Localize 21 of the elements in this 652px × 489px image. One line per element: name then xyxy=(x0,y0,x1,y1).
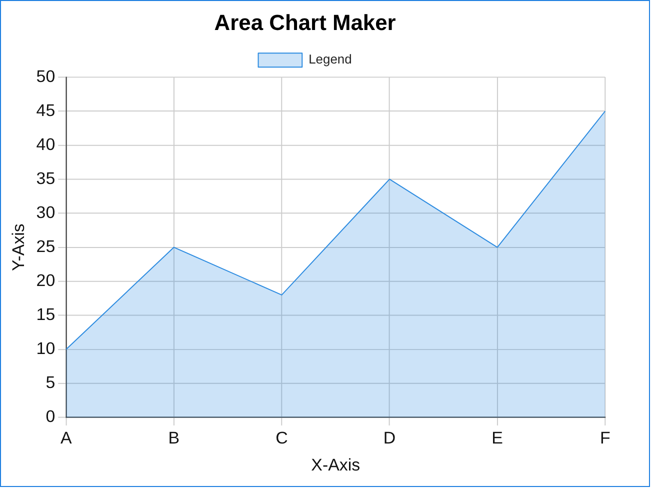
y-axis-title: Y-Axis xyxy=(8,224,28,271)
x-tick-label: C xyxy=(276,428,288,448)
y-tick-label: 5 xyxy=(46,373,56,392)
y-tick-label: 40 xyxy=(36,134,56,154)
x-tick-label: A xyxy=(60,428,72,448)
y-tick-label: 0 xyxy=(46,407,56,426)
chart-title: Area Chart Maker xyxy=(214,10,396,36)
x-axis-title: X-Axis xyxy=(311,456,360,475)
legend-label: Legend xyxy=(308,52,352,67)
y-tick-label: 50 xyxy=(36,66,56,86)
y-tick-label: 10 xyxy=(36,339,56,358)
x-tick-label: E xyxy=(492,428,503,448)
y-tick-label: 45 xyxy=(36,100,56,120)
x-tick-label: D xyxy=(383,428,396,448)
x-tick-label: B xyxy=(168,428,180,448)
y-tick-label: 30 xyxy=(36,202,56,222)
x-tick-label: F xyxy=(600,428,610,448)
y-tick-label: 35 xyxy=(36,168,56,188)
y-tick-label: 20 xyxy=(36,271,56,290)
y-tick-label: 15 xyxy=(36,305,56,324)
y-tick-label: 25 xyxy=(36,236,56,256)
